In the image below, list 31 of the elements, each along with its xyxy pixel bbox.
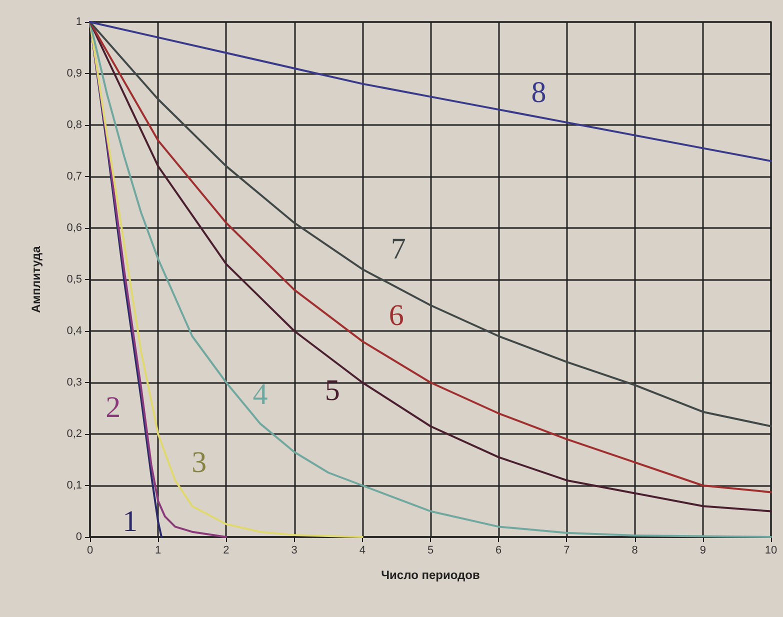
y-tick-label: 0,6 xyxy=(66,222,82,234)
x-tick-label: 6 xyxy=(496,544,502,556)
y-tick-label: 0,7 xyxy=(66,170,82,182)
x-tick-label: 0 xyxy=(86,544,94,556)
y-tick-label: 0,5 xyxy=(66,274,82,286)
x-tick-label: 2 xyxy=(223,544,230,556)
y-tick-label: 0,1 xyxy=(66,480,82,492)
y-tick-label: 1 xyxy=(76,16,82,28)
x-tick-label: 10 xyxy=(764,544,778,556)
series-label: 5 xyxy=(324,374,340,407)
x-tick-label: 8 xyxy=(632,544,638,556)
series-label: 8 xyxy=(531,76,546,109)
x-tick-label: 7 xyxy=(564,544,570,556)
series-label: 7 xyxy=(390,232,406,266)
y-tick-label: 0,4 xyxy=(66,325,82,337)
x-tick-label: 9 xyxy=(700,544,706,556)
x-tick-label: 3 xyxy=(291,544,298,556)
series-label: 4 xyxy=(252,378,268,411)
series-label: 2 xyxy=(106,391,121,424)
y-tick-label: 0 xyxy=(76,531,82,543)
y-tick-label: 0,2 xyxy=(66,428,82,440)
x-tick-label: 4 xyxy=(359,544,366,556)
series-label: 3 xyxy=(192,446,207,479)
y-axis-title: Амплитуда xyxy=(29,246,43,313)
x-axis-title: Число периодов xyxy=(381,568,480,582)
y-tick-label: 0,9 xyxy=(66,68,82,80)
y-tick-label: 0,8 xyxy=(66,119,82,131)
series-label: 6 xyxy=(388,298,404,332)
y-tick-label: 0,3 xyxy=(66,376,82,388)
x-tick-label: 5 xyxy=(427,544,434,556)
x-tick-label: 1 xyxy=(155,544,162,556)
